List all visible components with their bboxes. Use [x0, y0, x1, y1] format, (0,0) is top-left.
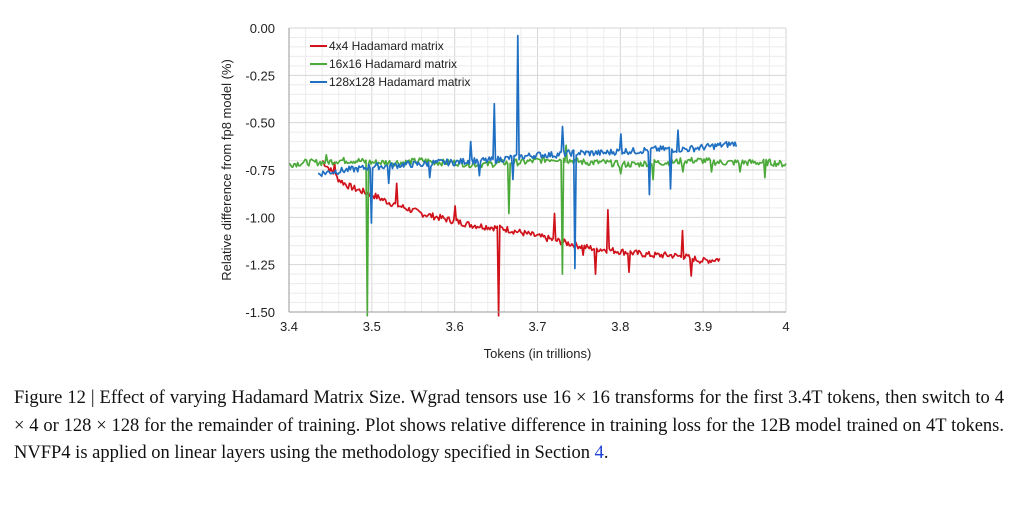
y-tick-label: -0.50	[245, 116, 275, 131]
legend-label-1: 4x4 Hadamard matrix	[329, 39, 444, 53]
x-tick-label: 3.4	[280, 319, 298, 334]
y-axis-label: Relative difference from fp8 model (%)	[219, 59, 234, 281]
y-tick-label: 0.00	[250, 21, 275, 36]
series-line-1	[321, 159, 721, 317]
y-tick-label: -1.00	[245, 210, 275, 225]
section-reference-link[interactable]: 4	[594, 443, 604, 463]
y-tick-label: -1.25	[245, 258, 275, 273]
line-chart: 3.4 3.5 3.6 3.7 3.8 3.9 4 0.00 -0.25 -0.50 -0.75 -1…	[219, 21, 790, 361]
chart-axes: 3.4 3.5 3.6 3.7 3.8 3.9 4 0.00 -0.25 -0.50 -0.75 -1…	[219, 21, 790, 361]
y-tick-label: -0.25	[245, 68, 275, 83]
series-line-2	[288, 144, 787, 317]
y-tick-label: -1.50	[245, 305, 275, 320]
y-tick-label: -0.75	[245, 163, 275, 178]
x-tick-label: 3.9	[694, 319, 712, 334]
legend-label-2: 16x16 Hadamard matrix	[329, 57, 457, 71]
chart-legend: 4x4 Hadamard matrix 16x16 Hadamard matrix…	[310, 39, 470, 89]
figure-caption: Figure 12 | Effect of varying Hadamard M…	[14, 385, 1004, 468]
x-tick-label: 3.8	[611, 319, 629, 334]
x-tick-label: 3.6	[446, 319, 464, 334]
caption-end: .	[603, 443, 609, 463]
chart-grid	[288, 27, 787, 313]
x-tick-label: 3.5	[363, 319, 381, 334]
x-axis-label: Tokens (in trillions)	[484, 346, 592, 361]
x-tick-label: 3.7	[528, 319, 546, 334]
x-tick-label: 4	[782, 319, 789, 334]
legend-label-3: 128x128 Hadamard matrix	[329, 75, 470, 89]
series-line-3	[317, 34, 738, 270]
plot-area	[288, 34, 787, 317]
caption-text: Figure 12 | Effect of varying Hadamard M…	[14, 388, 1004, 463]
